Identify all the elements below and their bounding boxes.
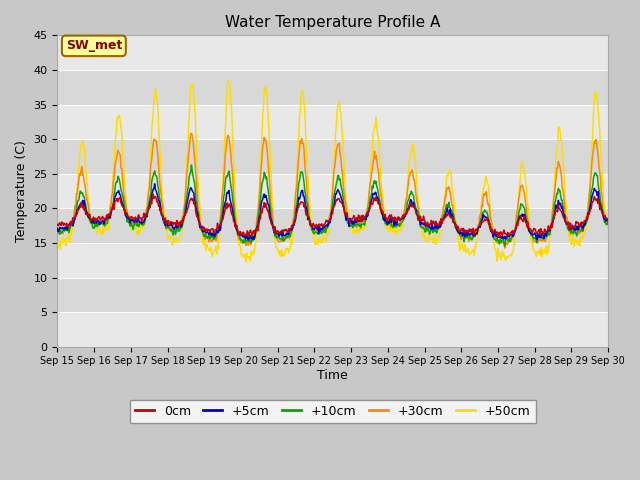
Legend: 0cm, +5cm, +10cm, +30cm, +50cm: 0cm, +5cm, +10cm, +30cm, +50cm [130, 400, 536, 423]
Bar [58, 208, 608, 243]
Bar [58, 105, 608, 139]
Title: Water Temperature Profile A: Water Temperature Profile A [225, 15, 440, 30]
Bar [58, 139, 608, 174]
Text: SW_met: SW_met [66, 39, 122, 52]
X-axis label: Time: Time [317, 369, 348, 382]
Bar [58, 277, 608, 312]
Bar [58, 174, 608, 208]
Bar [58, 36, 608, 70]
Bar [58, 243, 608, 277]
Y-axis label: Temperature (C): Temperature (C) [15, 140, 28, 242]
Bar [58, 312, 608, 347]
Bar [58, 70, 608, 105]
